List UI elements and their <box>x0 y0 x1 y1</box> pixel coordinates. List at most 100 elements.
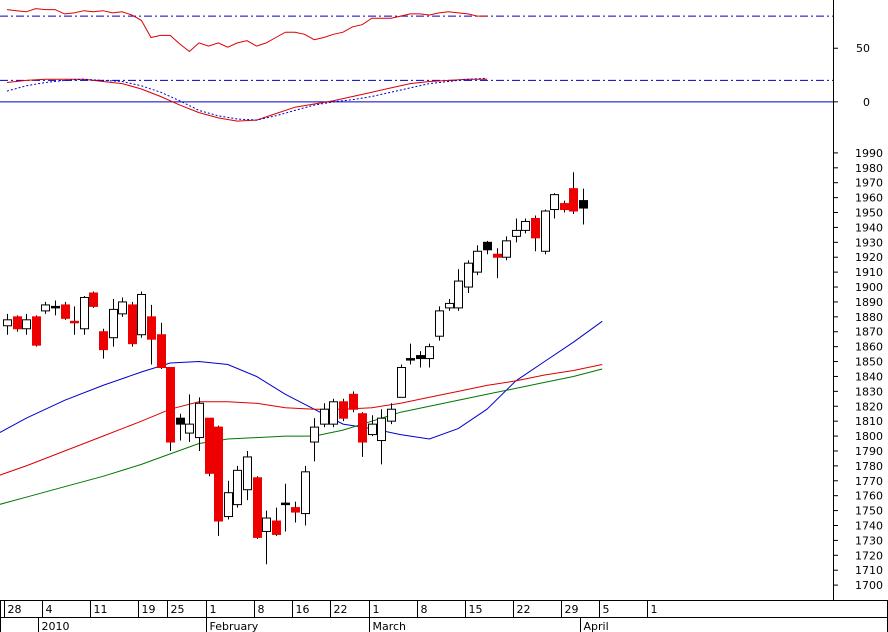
candle-body <box>425 346 434 360</box>
candle-body <box>41 304 50 312</box>
candle-28 <box>272 507 281 536</box>
oscillator-series-line-0 <box>6 8 487 53</box>
oscillator-series-line-2 <box>6 77 488 121</box>
candle-body <box>349 393 358 410</box>
candle-53 <box>512 218 521 243</box>
candle-body <box>521 220 530 231</box>
y-tick-label: 1740 <box>855 519 883 532</box>
candle-body <box>502 240 511 258</box>
month-label: April <box>584 620 609 632</box>
candle-37 <box>358 412 367 457</box>
candle-46 <box>445 298 454 311</box>
candle-17 <box>166 367 175 451</box>
y-tick-label: 1840 <box>855 370 883 383</box>
candle-52 <box>502 236 511 261</box>
y-tick-label: 1750 <box>855 505 883 518</box>
candle-47 <box>454 269 463 311</box>
candle-49 <box>473 245 482 276</box>
y-tick-label: 1920 <box>855 251 883 264</box>
candle-body <box>61 304 70 319</box>
candle-26 <box>253 476 262 539</box>
candle-23 <box>224 480 233 520</box>
x-tick-label: 8 <box>258 603 265 616</box>
x-tick-label: 22 <box>517 603 531 616</box>
candle-body <box>224 492 233 518</box>
candle-60 <box>579 188 588 225</box>
price-panel <box>0 172 603 565</box>
candle-body <box>358 413 367 443</box>
candle-body <box>310 426 319 443</box>
candle-body <box>483 241 492 251</box>
candle-54 <box>521 218 530 234</box>
candle-22 <box>214 425 223 536</box>
candle-body <box>272 520 281 535</box>
candle-body <box>137 293 146 336</box>
candle-7 <box>70 306 79 335</box>
y-tick-label: 1960 <box>855 192 883 205</box>
candle-body <box>512 229 521 237</box>
candle-18 <box>176 413 185 441</box>
y-tick-label: 1820 <box>855 400 883 413</box>
x-tick-label: 16 <box>296 603 310 616</box>
candle-body <box>464 262 473 288</box>
candle-body <box>118 301 127 315</box>
candle-body <box>51 305 60 309</box>
y-tick-label: 1870 <box>855 326 883 339</box>
candle-body <box>368 423 377 436</box>
candle-body <box>185 423 194 434</box>
x-tick-label: 11 <box>94 603 108 616</box>
candle-body <box>3 319 12 327</box>
y-tick-label: 1890 <box>855 296 883 309</box>
y-tick-label: 1900 <box>855 281 883 294</box>
y-tick-label: 1850 <box>855 356 883 369</box>
candle-body <box>397 367 406 398</box>
candle-body <box>157 334 166 369</box>
y-tick-label: 1970 <box>855 177 883 190</box>
candle-56 <box>541 209 550 255</box>
candle-body <box>166 367 175 443</box>
candle-43 <box>416 351 425 368</box>
candle-40 <box>387 403 396 425</box>
candle-body <box>416 355 425 360</box>
candle-2 <box>22 313 31 335</box>
moving-average-line-1 <box>0 364 603 476</box>
candle-44 <box>425 343 434 368</box>
y-tick-label: 1880 <box>855 311 883 324</box>
x-tick-label: 8 <box>421 603 428 616</box>
candle-body <box>493 253 502 258</box>
y-tick-label: 1700 <box>855 579 883 592</box>
candle-48 <box>464 260 473 293</box>
y-tick-label: 1930 <box>855 236 883 249</box>
candle-0 <box>3 313 12 335</box>
candle-36 <box>349 391 358 413</box>
candle-41 <box>397 364 406 398</box>
x-tick-label: 4 <box>46 603 53 616</box>
candle-body <box>377 417 386 442</box>
candle-body <box>579 200 588 209</box>
candle-body <box>560 203 569 211</box>
y-tick-label: 1760 <box>855 490 883 503</box>
y-tick-label: 1790 <box>855 445 883 458</box>
candle-9 <box>89 291 98 308</box>
candle-16 <box>157 322 166 369</box>
y-tick-label: 1950 <box>855 207 883 220</box>
y-tick-label: 1980 <box>855 162 883 175</box>
candle-51 <box>493 248 502 279</box>
candle-19 <box>185 394 194 443</box>
candle-body <box>176 417 185 425</box>
y-tick-label: 50 <box>856 42 870 55</box>
candle-body <box>70 320 79 324</box>
candle-body <box>205 417 214 474</box>
candle-59 <box>569 172 578 215</box>
candle-39 <box>377 409 386 465</box>
candle-body <box>320 408 329 425</box>
candle-body <box>233 469 242 506</box>
candle-body <box>109 308 118 339</box>
candle-body <box>445 302 454 309</box>
candle-body <box>32 316 41 346</box>
x-tick-label: 25 <box>171 603 185 616</box>
candle-body <box>80 296 89 330</box>
x-axis: 28 4 11 19 25 1 8 16 22 1 8 15 22 29 5 1 2010 February Mar… <box>0 600 888 632</box>
candle-body <box>473 250 482 273</box>
